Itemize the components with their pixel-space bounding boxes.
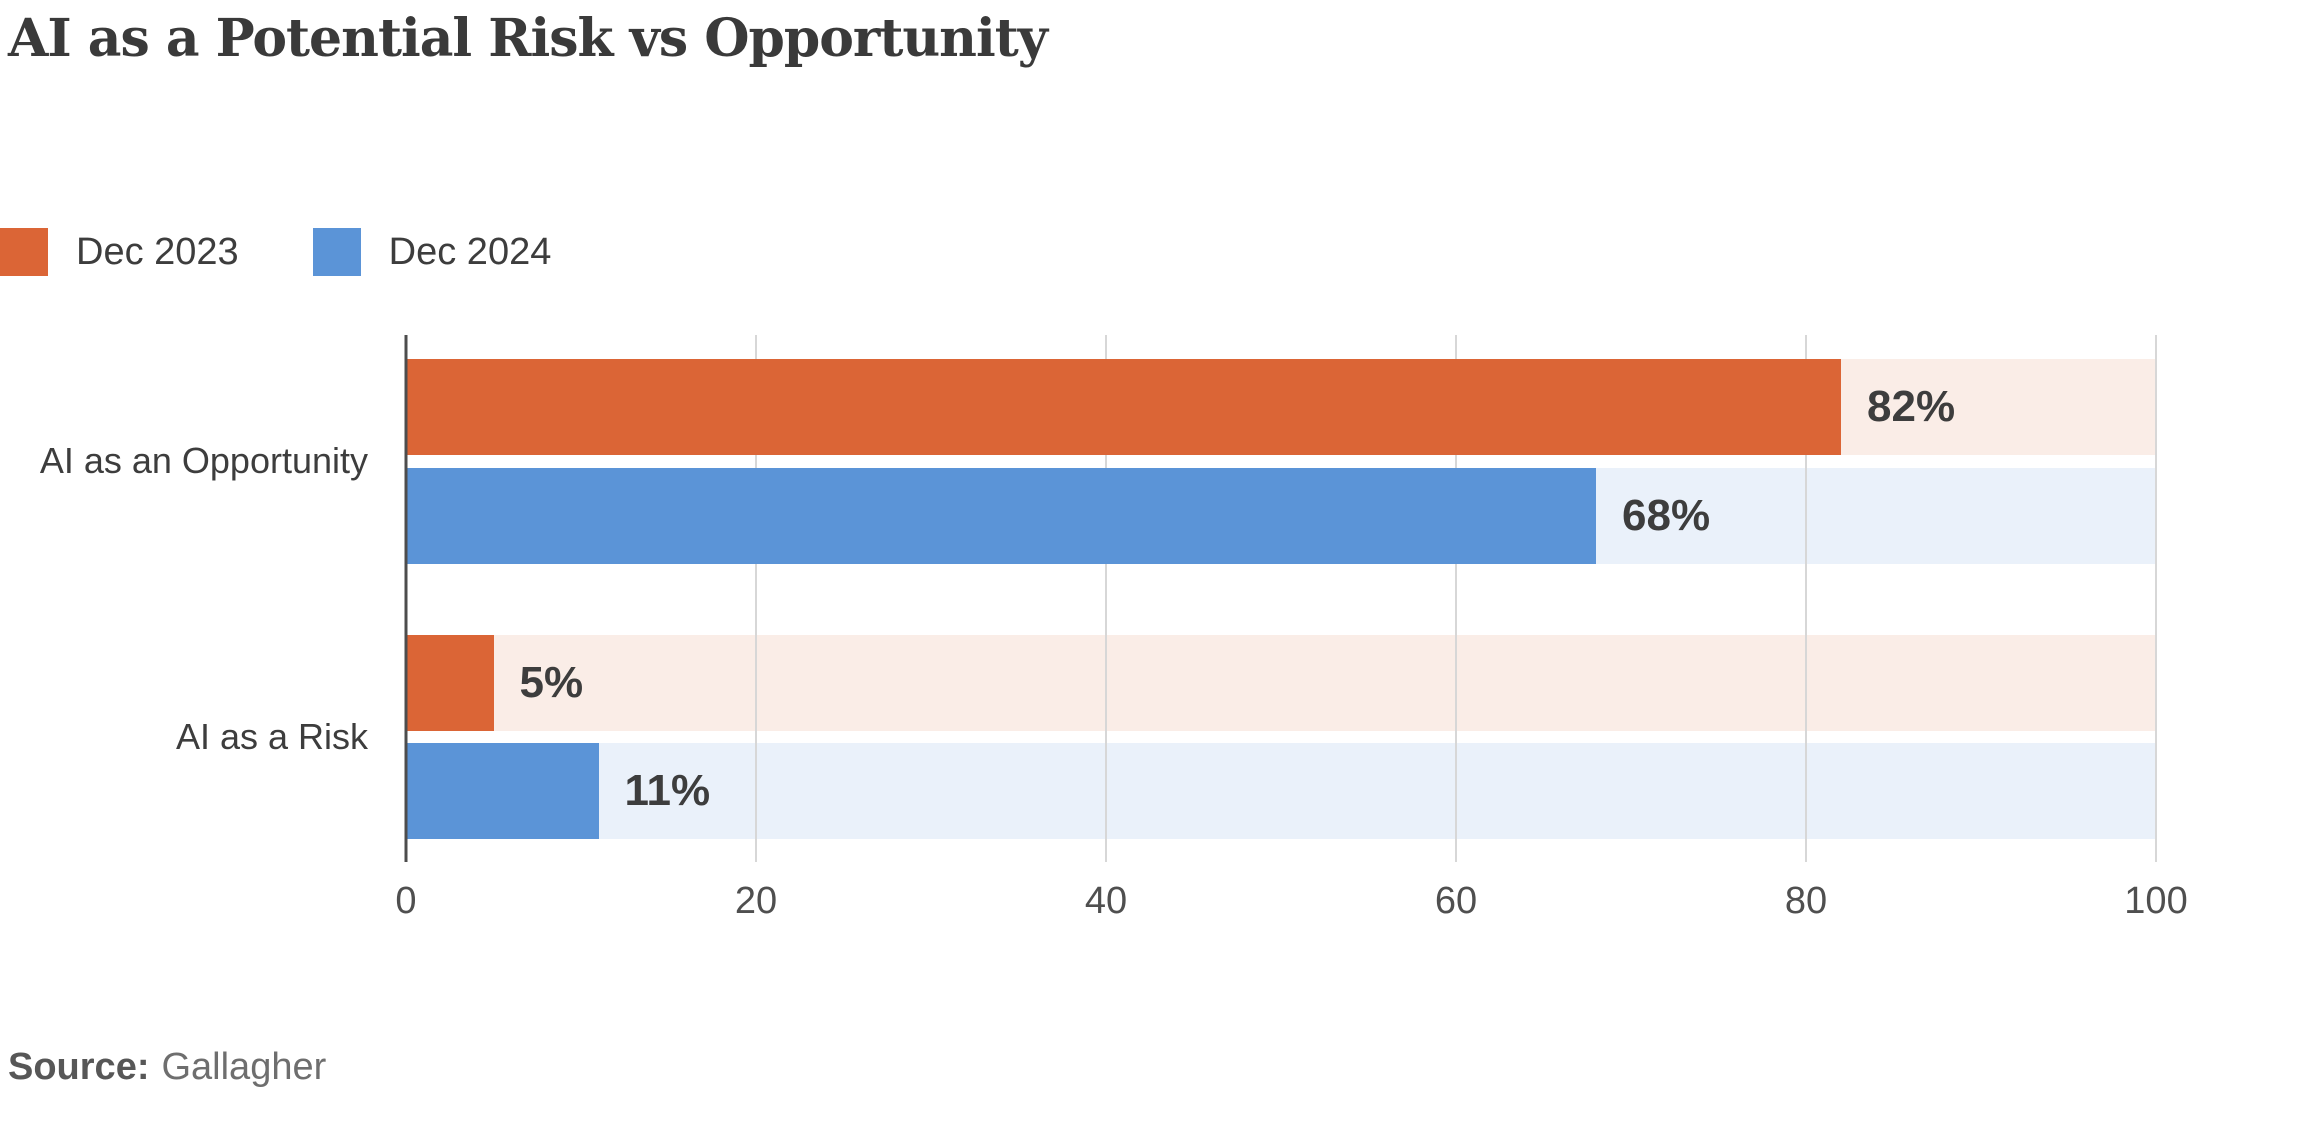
- legend-item-dec-2024: Dec 2024: [312, 228, 552, 276]
- legend-swatch-dec-2024: [312, 228, 361, 276]
- gridline-60: [1455, 335, 1457, 862]
- x-tick-20: 20: [734, 880, 778, 922]
- chart-title: AI as a Potential Risk vs Opportunity: [8, 8, 1048, 69]
- legend-item-dec-2023: Dec 2023: [0, 228, 239, 276]
- value-label-opportunity-dec2023: 82%: [1867, 382, 1956, 431]
- gridline-20: [755, 335, 757, 862]
- category-label-opportunity: AI as an Opportunity: [39, 440, 368, 481]
- bar-opportunity-dec2024: [406, 468, 1596, 564]
- bar-row-opportunity-dec2023: 82%: [406, 359, 2156, 455]
- bar-row-opportunity-dec2024: 68%: [406, 468, 2156, 564]
- source-label: Source:: [8, 1046, 150, 1088]
- legend-label-dec-2024: Dec 2024: [388, 231, 552, 273]
- x-tick-40: 40: [1084, 880, 1128, 922]
- source: Source: Gallagher: [8, 1046, 326, 1089]
- plot-area: 82% 68% 5% 11% 0 20 40 60 80 100: [395, 335, 2188, 922]
- source-value: Gallagher: [161, 1046, 327, 1088]
- bar-row-risk-dec2024: 11%: [406, 743, 2156, 839]
- x-tick-60: 60: [1434, 880, 1478, 922]
- bar-opportunity-dec2023: [406, 359, 1841, 455]
- value-label-risk-dec2024: 11%: [624, 766, 711, 815]
- y-axis-line: [404, 335, 408, 862]
- bar-risk-dec2023: [406, 635, 494, 731]
- value-label-opportunity-dec2024: 68%: [1622, 491, 1711, 540]
- gridline-40: [1105, 335, 1107, 862]
- gridline-100: [2155, 335, 2157, 862]
- legend-label-dec-2023: Dec 2023: [76, 231, 239, 273]
- legend: Dec 2023 Dec 2024: [0, 228, 551, 276]
- legend-swatch-dec-2023: [0, 228, 48, 276]
- bar-risk-dec2024: [406, 743, 599, 839]
- x-tick-100: 100: [2124, 880, 2188, 922]
- gridline-80: [1805, 335, 1807, 862]
- bar-row-risk-dec2023: 5%: [406, 635, 2156, 731]
- x-tick-0: 0: [395, 880, 417, 922]
- value-label-risk-dec2023: 5%: [519, 658, 584, 707]
- x-tick-80: 80: [1784, 880, 1828, 922]
- category-label-risk: AI as a Risk: [175, 716, 368, 757]
